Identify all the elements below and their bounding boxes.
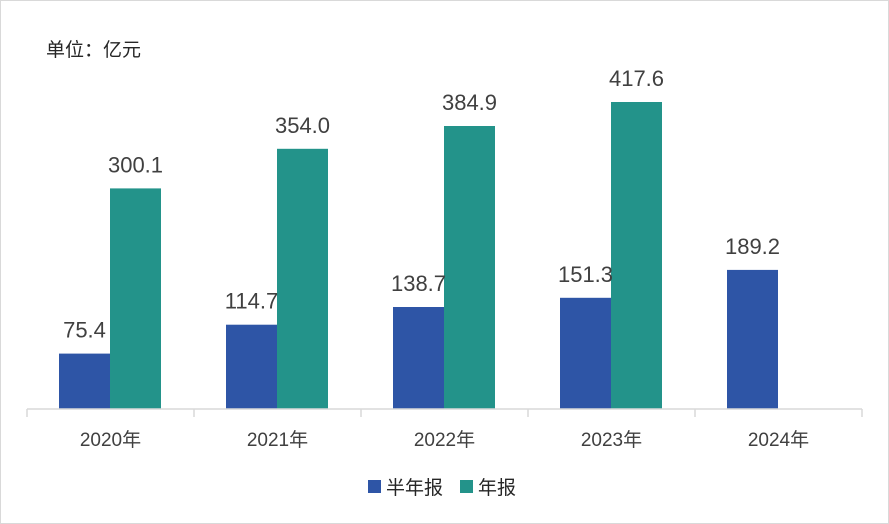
legend-label-annual[interactable]: 年报 bbox=[478, 477, 516, 499]
unit-label: 单位：亿元 bbox=[46, 39, 141, 61]
legend-swatch-half-year[interactable] bbox=[368, 480, 381, 493]
data-label-annual-2023年: 417.6 bbox=[609, 66, 664, 91]
bar-half-year-2024年 bbox=[727, 269, 778, 409]
bar-annual-2022年 bbox=[444, 126, 495, 409]
legend-swatch-annual[interactable] bbox=[460, 480, 473, 493]
bar-half-year-2021年 bbox=[226, 324, 277, 409]
x-axis-ticks: 2020年 2021年 2022年 2023年 2024年 bbox=[26, 409, 863, 451]
bar-annual-2023年 bbox=[611, 102, 662, 409]
data-label-annual-2022年: 384.9 bbox=[442, 90, 497, 115]
bar-half-year-2022年 bbox=[393, 307, 444, 409]
data-label-half-year-2022年: 138.7 bbox=[391, 271, 446, 296]
x-tick-label-2022年: 2022年 bbox=[414, 429, 475, 451]
data-label-annual-2021年: 354.0 bbox=[275, 113, 330, 138]
bars-group bbox=[59, 102, 778, 410]
data-label-half-year-2024年: 189.2 bbox=[725, 234, 780, 259]
data-label-half-year-2021年: 114.7 bbox=[225, 289, 278, 314]
data-label-half-year-2023年: 151.3 bbox=[558, 262, 613, 287]
data-label-annual-2020年: 300.1 bbox=[108, 152, 163, 177]
x-tick-label-2024年: 2024年 bbox=[748, 429, 809, 451]
legend-label-half-year[interactable]: 半年报 bbox=[386, 477, 443, 499]
data-labels-group: 75.4 300.1 114.7 354.0 138.7 384.9 151.3 417.6 1… bbox=[63, 66, 780, 343]
bar-half-year-2023年 bbox=[560, 297, 611, 409]
x-tick-label-2020年: 2020年 bbox=[80, 429, 141, 451]
legend[interactable]: 半年报 年报 bbox=[368, 477, 516, 499]
data-label-half-year-2020年: 75.4 bbox=[63, 318, 106, 343]
bar-half-year-2020年 bbox=[59, 353, 110, 409]
bar-annual-2021年 bbox=[277, 148, 328, 410]
x-tick-label-2021年: 2021年 bbox=[247, 429, 308, 451]
x-tick-label-2023年: 2023年 bbox=[581, 429, 642, 451]
bar-annual-2020年 bbox=[110, 188, 161, 409]
